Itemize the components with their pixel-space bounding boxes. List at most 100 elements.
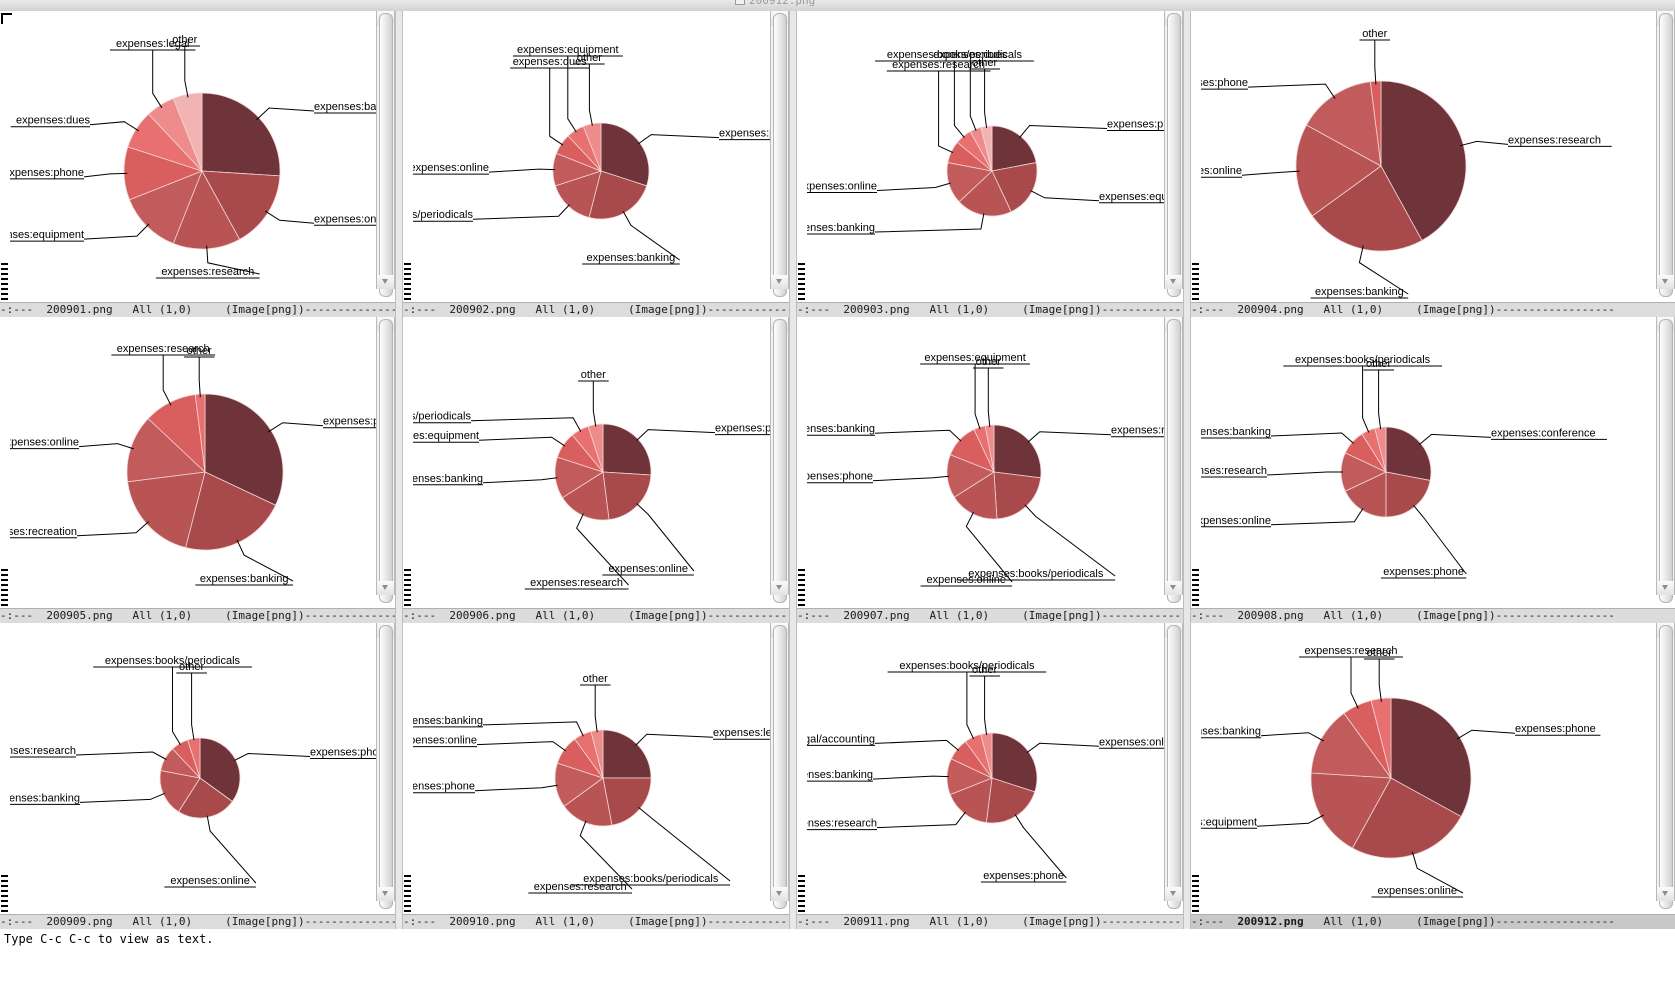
- label-leader-line: [1014, 814, 1067, 879]
- scroll-down-button[interactable]: [1165, 887, 1182, 901]
- pie-slice-label: expenses:equipment: [413, 430, 479, 442]
- label-leader-line: [594, 684, 611, 733]
- emacs-window-200912[interactable]: expenses:phone expenses:online expenses:eq…: [1191, 623, 1675, 929]
- scroll-down-button[interactable]: [771, 275, 788, 289]
- vertical-scrollbar[interactable]: [1164, 623, 1183, 909]
- scrollbar-thumb[interactable]: [773, 319, 787, 603]
- window-separator[interactable]: [1183, 317, 1191, 623]
- fringe-continuation-dash: [798, 885, 805, 887]
- vertical-scrollbar[interactable]: [1656, 623, 1675, 909]
- label-leader-line: [987, 367, 1004, 428]
- scroll-down-button[interactable]: [377, 887, 394, 901]
- scroll-down-button[interactable]: [771, 887, 788, 901]
- scrollbar-thumb[interactable]: [1167, 13, 1181, 297]
- window-body[interactable]: expenses:phone expenses:online expenses:re…: [403, 317, 789, 609]
- window-separator[interactable]: [789, 317, 797, 623]
- modeline-200907[interactable]: -:--- 200907.png All (1,0) (Image[png])-…: [797, 608, 1183, 623]
- label-leader-line: [233, 752, 311, 762]
- minibuffer[interactable]: Type C-c C-c to view as text.: [0, 929, 1675, 1004]
- modeline-200904[interactable]: -:--- 200904.png All (1,0) (Image[png])-…: [1191, 302, 1675, 317]
- window-separator[interactable]: [789, 11, 797, 317]
- modeline-200911[interactable]: -:--- 200911.png All (1,0) (Image[png])-…: [797, 914, 1183, 929]
- scrollbar-thumb[interactable]: [379, 625, 393, 909]
- vertical-scrollbar[interactable]: [1164, 317, 1183, 603]
- modeline-200906[interactable]: -:--- 200906.png All (1,0) (Image[png])-…: [403, 608, 789, 623]
- pie-slice-label: expenses:banking: [413, 715, 483, 727]
- modeline-major-mode: (Image[png]): [1402, 609, 1496, 622]
- scroll-down-button[interactable]: [1657, 887, 1674, 901]
- scroll-down-button[interactable]: [1657, 581, 1674, 595]
- modeline-200901[interactable]: -:--- 200901.png All (1,0) (Image[png])-…: [0, 302, 395, 317]
- window-body[interactable]: expenses:phone expenses:online expenses:ba…: [0, 623, 395, 915]
- emacs-window-200909[interactable]: expenses:phone expenses:online expenses:ba…: [0, 623, 395, 929]
- scrollbar-thumb[interactable]: [379, 319, 393, 603]
- emacs-window-200902[interactable]: expenses:phoneexpenses:bankingexpenses:b…: [403, 11, 789, 317]
- scrollbar-thumb[interactable]: [773, 13, 787, 297]
- modeline-200902[interactable]: -:--- 200902.png All (1,0) (Image[png])-…: [403, 302, 789, 317]
- fringe-continuation-dash: [1, 268, 8, 270]
- modeline-200905[interactable]: -:--- 200905.png All (1,0) (Image[png])-…: [0, 608, 395, 623]
- scrollbar-thumb[interactable]: [1659, 319, 1673, 603]
- emacs-window-200910[interactable]: expenses:legal/accountingexpenses:books/…: [403, 623, 789, 929]
- scrollbar-thumb[interactable]: [773, 625, 787, 909]
- window-separator[interactable]: [789, 623, 797, 929]
- pie-slice-label: expenses:recreation: [10, 526, 77, 538]
- scroll-down-button[interactable]: [1657, 275, 1674, 289]
- window-body[interactable]: expenses:banking expenses:online expenses:…: [0, 11, 395, 303]
- emacs-window-200908[interactable]: expenses:conference expenses:phone expense…: [1191, 317, 1675, 623]
- emacs-window-200901[interactable]: expenses:banking expenses:online expenses:…: [0, 11, 395, 317]
- scrollbar-thumb[interactable]: [1167, 319, 1181, 603]
- emacs-window-200903[interactable]: expenses:phoneexpenses:equipmentexpenses…: [797, 11, 1183, 317]
- vertical-scrollbar[interactable]: [376, 623, 395, 909]
- vertical-scrollbar[interactable]: [1656, 11, 1675, 297]
- vertical-scrollbar[interactable]: [1656, 317, 1675, 603]
- window-body[interactable]: expenses:legal/accountingexpenses:books/…: [403, 623, 789, 915]
- emacs-window-200904[interactable]: expenses:research expenses:banking expense…: [1191, 11, 1675, 317]
- vertical-scrollbar[interactable]: [376, 11, 395, 297]
- emacs-window-200905[interactable]: expenses:phoneexpenses:bankingexpenses:r…: [0, 317, 395, 623]
- scroll-down-button[interactable]: [771, 581, 788, 595]
- scroll-down-button[interactable]: [1165, 275, 1182, 289]
- modeline-200909[interactable]: -:--- 200909.png All (1,0) (Image[png])-…: [0, 914, 395, 929]
- window-separator[interactable]: [395, 317, 403, 623]
- emacs-window-200906[interactable]: expenses:phone expenses:online expenses:re…: [403, 317, 789, 623]
- scroll-down-button[interactable]: [377, 581, 394, 595]
- window-separator[interactable]: [395, 623, 403, 929]
- modeline-200903[interactable]: -:--- 200903.png All (1,0) (Image[png])-…: [797, 302, 1183, 317]
- window-body[interactable]: expenses:phoneexpenses:bankingexpenses:b…: [403, 11, 789, 303]
- scrollbar-thumb[interactable]: [1659, 625, 1673, 909]
- modeline-position: All (1,0): [1303, 303, 1403, 316]
- scrollbar-thumb[interactable]: [1659, 13, 1673, 297]
- window-body[interactable]: expenses:phoneexpenses:bankingexpenses:r…: [0, 317, 395, 609]
- window-body[interactable]: expenses:research expenses:banking expense…: [1191, 11, 1675, 303]
- window-body[interactable]: expenses:online expenses:phone expenses:re…: [797, 623, 1183, 915]
- window-separator[interactable]: [1183, 623, 1191, 929]
- vertical-scrollbar[interactable]: [376, 317, 395, 603]
- emacs-window-200907[interactable]: expenses:researchexpenses:books/periodic…: [797, 317, 1183, 623]
- modeline-position: All (1,0): [515, 303, 615, 316]
- modeline-200908[interactable]: -:--- 200908.png All (1,0) (Image[png])-…: [1191, 608, 1675, 623]
- vertical-scrollbar[interactable]: [770, 623, 789, 909]
- window-body[interactable]: expenses:conference expenses:phone expense…: [1191, 317, 1675, 609]
- label-leader-line: [876, 811, 966, 829]
- scroll-down-button[interactable]: [1165, 581, 1182, 595]
- vertical-scrollbar[interactable]: [1164, 11, 1183, 297]
- modeline-200910[interactable]: -:--- 200910.png All (1,0) (Image[png])-…: [403, 914, 789, 929]
- pie-chart: expenses:phoneexpenses:bankingexpenses:b…: [413, 44, 789, 265]
- window-body[interactable]: expenses:phoneexpenses:equipmentexpenses…: [797, 11, 1183, 303]
- vertical-scrollbar[interactable]: [770, 317, 789, 603]
- modeline-200912[interactable]: -:--- 200912.png All (1,0) (Image[png])-…: [1191, 914, 1675, 929]
- window-separator[interactable]: [395, 11, 403, 317]
- scrollbar-thumb[interactable]: [379, 13, 393, 297]
- scroll-down-button[interactable]: [377, 275, 394, 289]
- vertical-scrollbar[interactable]: [770, 11, 789, 297]
- window-body[interactable]: expenses:phone expenses:online expenses:eq…: [1191, 623, 1675, 915]
- scrollbar-thumb[interactable]: [1167, 625, 1181, 909]
- fringe-continuation-dash: [798, 900, 805, 902]
- chevron-down-icon: [1662, 891, 1668, 896]
- pie-slice-label: expenses:online: [413, 162, 489, 174]
- window-body[interactable]: expenses:researchexpenses:books/periodic…: [797, 317, 1183, 609]
- window-separator[interactable]: [1183, 11, 1191, 317]
- emacs-window-200911[interactable]: expenses:online expenses:phone expenses:re…: [797, 623, 1183, 929]
